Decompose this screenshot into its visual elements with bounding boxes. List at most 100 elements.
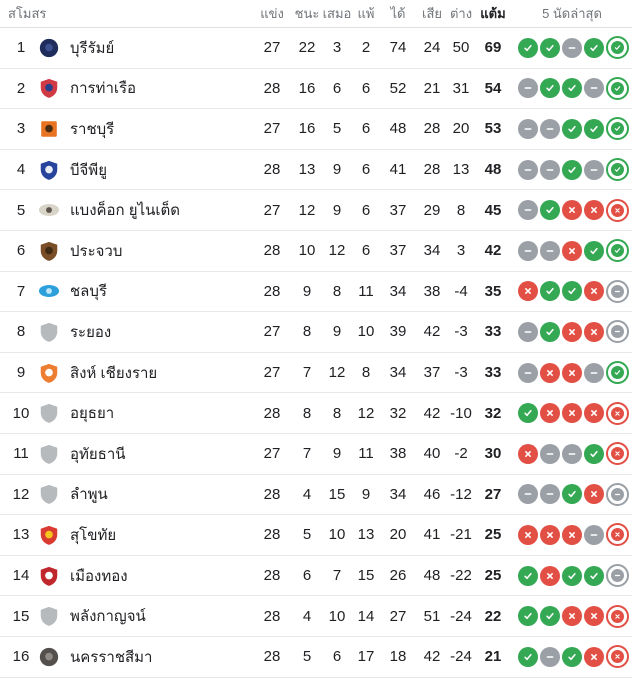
won-value: 10	[298, 242, 316, 260]
position-number: 3	[16, 120, 26, 138]
position-number: 14	[12, 567, 30, 585]
win-icon-latest	[606, 239, 629, 263]
won-value: 5	[302, 526, 312, 544]
win-icon	[540, 37, 560, 58]
team-name[interactable]: เมืองทอง	[70, 567, 128, 585]
loss-icon	[584, 281, 604, 302]
loss-icon	[584, 484, 604, 505]
form-icons	[512, 482, 632, 506]
table-row[interactable]: 12 ลำพูน 28 4 15 9 34 46 -12 27	[0, 474, 632, 516]
table-row[interactable]: 9 สิงห์ เชียงราย 27 7 12 8 34 37 -3 33	[0, 352, 632, 394]
form-icons	[512, 442, 632, 466]
goals-for-value: 74	[389, 39, 407, 57]
goals-against-value: 24	[423, 39, 441, 57]
team-name[interactable]: สิงห์ เชียงราย	[70, 364, 158, 382]
won-value: 6	[302, 567, 312, 585]
table-row[interactable]: 8 ระยอง 27 8 9 10 39 42 -3 33	[0, 312, 632, 353]
goal-diff-value: -2	[454, 445, 468, 463]
points-value: 27	[484, 485, 502, 503]
played-value: 27	[263, 364, 281, 382]
loss-icon	[562, 524, 582, 545]
goals-for-value: 38	[389, 445, 407, 463]
team-name[interactable]: บุรีรัมย์	[70, 39, 115, 57]
header-club: สโมสร	[8, 6, 47, 21]
table-row[interactable]: 13 สุโขทัย 28 5 10 13 20 41 -21 25	[0, 515, 632, 556]
won-value: 9	[302, 282, 312, 300]
played-value: 28	[263, 485, 281, 503]
form-icons	[512, 564, 632, 588]
loss-icon	[562, 606, 582, 627]
draw-icon	[540, 443, 560, 464]
team-name[interactable]: ระยอง	[70, 323, 112, 341]
draw-icon-latest	[606, 320, 629, 344]
draw-icon	[540, 484, 560, 505]
team-name[interactable]: แบงค็อก ยูไนเต็ด	[70, 202, 181, 220]
team-crest	[34, 240, 64, 262]
win-icon-latest	[606, 361, 629, 385]
team-name[interactable]: นครราชสีมา	[70, 648, 153, 666]
table-row[interactable]: 16 นครราชสีมา 28 5 6 17 18 42 -24 21	[0, 636, 632, 678]
won-value: 22	[298, 39, 316, 57]
table-row[interactable]: 14 เมืองทอง 28 6 7 15 26 48 -22 25	[0, 555, 632, 597]
team-name[interactable]: สุโขทัย	[70, 526, 117, 544]
table-row[interactable]: 2 การท่าเรือ 28 16 6 6 52 21 31 54	[0, 68, 632, 110]
played-value: 28	[263, 79, 281, 97]
drawn-value: 10	[328, 607, 346, 625]
header-last-5-form: 5 นัดล่าสุด	[542, 6, 602, 21]
lost-value: 10	[357, 323, 375, 341]
team-name[interactable]: การท่าเรือ	[70, 80, 137, 98]
loss-icon	[518, 281, 538, 302]
team-name[interactable]: ลำพูน	[70, 486, 108, 504]
team-crest	[34, 77, 64, 99]
draw-icon	[562, 443, 582, 464]
header-goal-diff: ต่าง	[449, 6, 473, 21]
goals-against-value: 42	[423, 648, 441, 666]
table-row[interactable]: 7 ชลบุรี 28 9 8 11 34 38 -4 35	[0, 271, 632, 313]
table-row[interactable]: 3 ราชบุรี 27 16 5 6 48 28 20 53	[0, 109, 632, 150]
team-name[interactable]: ประจวบ	[70, 242, 123, 260]
points-value: 69	[484, 39, 502, 57]
win-icon-latest	[606, 76, 629, 100]
table-row[interactable]: 4 บีจีพียู 28 13 9 6 41 28 13 48	[0, 149, 632, 191]
draw-icon	[584, 78, 604, 99]
table-row[interactable]: 1 บุรีรัมย์ 27 22 3 2 74 24 50 69	[0, 28, 632, 69]
form-icons	[512, 279, 632, 303]
loss-icon	[562, 200, 582, 221]
lost-value: 8	[361, 364, 371, 382]
header-won: ชนะ	[294, 6, 320, 21]
loss-icon	[540, 403, 560, 424]
team-name[interactable]: อยุธยา	[70, 405, 115, 423]
lost-value: 12	[357, 404, 375, 422]
table-row[interactable]: 15 พลังกาญจน์ 28 4 10 14 27 51 -24 22	[0, 596, 632, 637]
loss-icon	[540, 565, 560, 586]
win-icon-latest	[606, 158, 629, 182]
team-name[interactable]: พลังกาญจน์	[70, 608, 146, 626]
form-icons	[512, 645, 632, 669]
position-number: 6	[16, 242, 26, 260]
goal-diff-value: 31	[452, 79, 470, 97]
team-crest	[34, 199, 64, 221]
header-points: แต้ม	[480, 6, 506, 21]
position-number: 16	[12, 648, 30, 666]
draw-icon	[584, 524, 604, 545]
lost-value: 15	[357, 567, 375, 585]
played-value: 28	[263, 607, 281, 625]
loss-icon	[562, 240, 582, 261]
team-name[interactable]: บีจีพียู	[70, 161, 107, 179]
goals-for-value: 37	[389, 242, 407, 260]
team-name[interactable]: ชลบุรี	[70, 283, 107, 301]
played-value: 28	[263, 404, 281, 422]
goals-against-value: 48	[423, 567, 441, 585]
loss-icon	[584, 606, 604, 627]
win-icon	[584, 37, 604, 58]
goals-against-value: 28	[423, 161, 441, 179]
goals-for-value: 41	[389, 161, 407, 179]
table-row[interactable]: 5 แบงค็อก ยูไนเต็ด 27 12 9 6 37 29 8 45	[0, 190, 632, 231]
draw-icon	[518, 118, 538, 139]
table-row[interactable]: 6 ประจวบ 28 10 12 6 37 34 3 42	[0, 230, 632, 272]
team-name[interactable]: อุทัยธานี	[70, 445, 126, 463]
team-name[interactable]: ราชบุรี	[70, 120, 115, 138]
table-row[interactable]: 11 อุทัยธานี 27 7 9 11 38 40 -2 30	[0, 433, 632, 475]
goals-against-value: 40	[423, 445, 441, 463]
table-row[interactable]: 10 อยุธยา 28 8 8 12 32 42 -10 32	[0, 393, 632, 434]
